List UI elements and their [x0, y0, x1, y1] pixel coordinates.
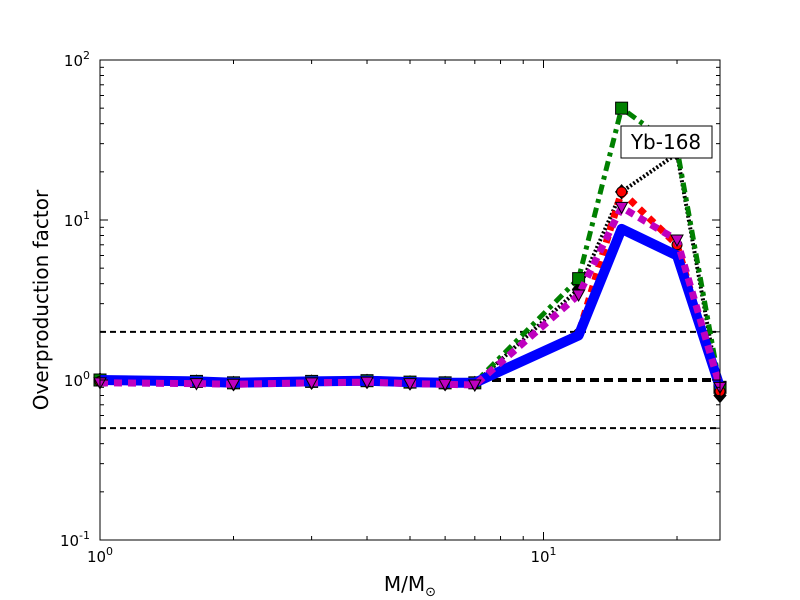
x-tick-label-1: 101: [530, 545, 556, 566]
annotation-label: Yb-168: [630, 130, 701, 154]
annotation-box: Yb-168: [620, 125, 713, 159]
y-tick-label-3: 102: [64, 49, 90, 70]
x-axis-title: M/M⊙: [384, 572, 436, 600]
y-tick-label-0: 10-1: [60, 529, 90, 550]
x-axis-title-subscript: ⊙: [425, 585, 436, 600]
y-tick-label-1: 100: [64, 369, 90, 390]
data-point: [571, 289, 586, 303]
data-point: [615, 101, 629, 115]
y-tick-label-2: 101: [64, 209, 90, 230]
series-line-4: [99, 203, 724, 389]
x-tick-label-0: 100: [87, 545, 113, 566]
series-line-0: [99, 151, 722, 396]
y-axis-title: Overproduction factor: [29, 189, 53, 410]
data-point: [438, 378, 452, 392]
data-point: [360, 376, 374, 390]
series-layer: [93, 101, 727, 404]
data-point: [616, 186, 628, 198]
data-point: [304, 377, 319, 390]
data-point: [614, 201, 629, 215]
data-point: [670, 234, 684, 248]
plot-background: [100, 60, 720, 540]
data-point: [403, 378, 417, 391]
data-point: [467, 379, 482, 393]
data-point: [226, 378, 241, 392]
data-point: [189, 378, 204, 391]
series-4: [93, 201, 727, 395]
